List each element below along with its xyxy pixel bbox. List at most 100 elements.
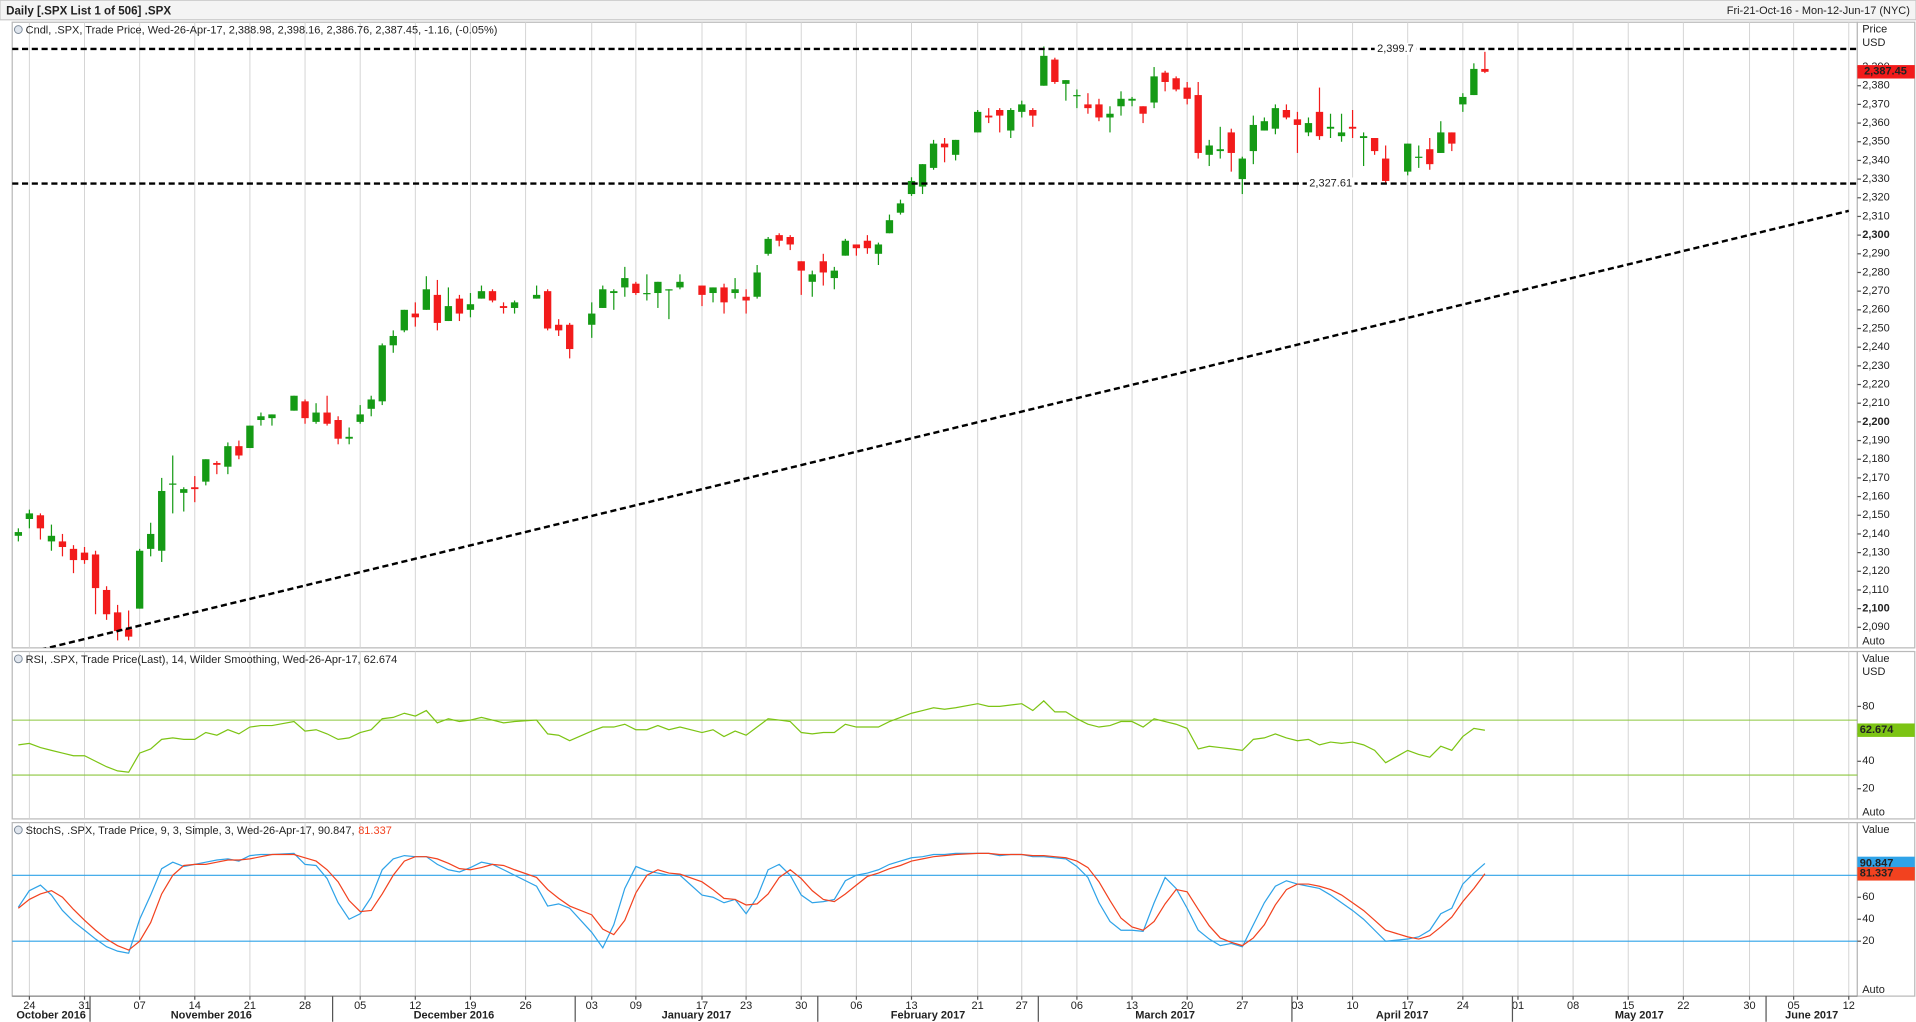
- candle-body: [36, 515, 45, 529]
- candle-body: [996, 109, 1004, 116]
- x-tick-label: 03: [586, 1000, 598, 1012]
- candle-body: [643, 293, 651, 295]
- y-tick-label: 2,340: [1862, 154, 1890, 166]
- candle-body: [676, 281, 684, 288]
- candle-body: [444, 306, 453, 322]
- x-tick-label: 31: [78, 1000, 90, 1012]
- x-tick-label: 17: [1402, 1000, 1414, 1012]
- axis-title: Value: [1862, 824, 1889, 836]
- candle-body: [985, 115, 993, 118]
- candle-body: [510, 302, 519, 308]
- x-tick-label: 07: [134, 1000, 146, 1012]
- y-tick-label: 2,090: [1862, 621, 1890, 633]
- y-tick-label: 2,200: [1862, 416, 1890, 428]
- candle-body: [356, 414, 364, 422]
- panel-title: Cndl, .SPX, Trade Price, Wed-26-Apr-17, …: [26, 25, 498, 37]
- candle-body: [25, 513, 34, 519]
- candle-body: [1326, 126, 1335, 129]
- candle-body: [929, 143, 938, 168]
- x-tick-label: 12: [409, 1000, 421, 1012]
- candle-body: [1437, 132, 1445, 153]
- month-label: October 2016: [16, 1010, 86, 1022]
- y-tick-label: 2,240: [1862, 341, 1890, 353]
- y-tick-label: 80: [1862, 700, 1874, 712]
- last-price-label: 2,387.45: [1864, 66, 1907, 78]
- candle-body: [180, 489, 188, 493]
- series-line: [18, 700, 1486, 773]
- panel-frame: [11, 650, 1858, 820]
- candle-body: [80, 552, 89, 561]
- candle-body: [290, 395, 298, 411]
- candle-body: [1018, 104, 1026, 112]
- header-title: Daily [.SPX List 1 of 506] .SPX: [6, 4, 171, 17]
- y-tick-label: 2,190: [1862, 434, 1890, 446]
- candle-body: [91, 554, 100, 589]
- candle-body: [14, 532, 23, 536]
- candle-body: [720, 287, 728, 303]
- y-tick-label: 40: [1862, 913, 1874, 925]
- x-tick-label: 26: [519, 1000, 531, 1012]
- candle-body: [1117, 98, 1125, 107]
- axis-title: Value: [1862, 653, 1889, 665]
- candle-body: [819, 261, 827, 273]
- panel-title: StochS, .SPX, Trade Price, 9, 3, Simple,…: [26, 825, 392, 837]
- candle-body: [1370, 138, 1379, 152]
- candle-body: [345, 436, 353, 439]
- x-tick-label: 19: [464, 1000, 476, 1012]
- month-label: May 2017: [1615, 1010, 1664, 1022]
- support-label-bg: [1306, 177, 1355, 190]
- y-tick-label: 2,260: [1862, 304, 1890, 316]
- candle-body: [532, 294, 541, 299]
- candle-body: [1051, 59, 1059, 82]
- candle-body: [422, 289, 431, 310]
- candle-body: [1481, 68, 1489, 72]
- candle-body: [69, 548, 78, 561]
- candle-body: [213, 462, 221, 465]
- x-tick-label: 05: [1788, 1000, 1800, 1012]
- support-label: 2,399.7: [1377, 43, 1414, 55]
- candle-body: [1337, 132, 1346, 137]
- candle-body: [764, 238, 772, 254]
- candles: [14, 46, 1489, 641]
- header-bar: [0, 0, 1916, 21]
- candle-body: [1095, 104, 1103, 118]
- candle-body: [312, 412, 320, 422]
- y-tick-label: 2,100: [1862, 603, 1890, 615]
- y-tick-label: 2,110: [1862, 584, 1889, 596]
- candle-body: [455, 298, 464, 314]
- candle-body: [918, 164, 927, 187]
- candle-body: [1381, 158, 1390, 181]
- axis-unit: USD: [1862, 666, 1885, 678]
- candle-body: [885, 220, 894, 234]
- x-tick-label: 14: [189, 1000, 201, 1012]
- y-tick-label: 2,370: [1862, 98, 1890, 110]
- candle-body: [400, 309, 408, 331]
- x-tick-label: 03: [1291, 1000, 1303, 1012]
- candle-body: [1238, 158, 1246, 180]
- month-label: June 2017: [1785, 1010, 1838, 1022]
- y-tick-label: 2,160: [1862, 490, 1890, 502]
- candle-body: [257, 416, 265, 421]
- panel-icon: [13, 654, 23, 664]
- y-tick-label: 2,230: [1862, 360, 1890, 372]
- x-tick-label: 21: [244, 1000, 256, 1012]
- candle-body: [169, 483, 177, 485]
- candle-body: [621, 278, 629, 288]
- x-tick-label: 30: [795, 1000, 807, 1012]
- candle-body: [191, 487, 199, 490]
- candle-body: [1029, 109, 1037, 116]
- y-tick-label: 2,250: [1862, 322, 1890, 334]
- candle-body: [808, 274, 816, 282]
- axis-mode: Auto: [1862, 807, 1885, 819]
- x-tick-label: 30: [1743, 1000, 1755, 1012]
- candle-body: [830, 270, 838, 279]
- candle-body: [1260, 121, 1269, 131]
- y-tick-label: 20: [1862, 783, 1874, 795]
- header-range: Fri-21-Oct-16 - Mon-12-Jun-17 (NYC): [1727, 5, 1910, 17]
- trend-line: [42, 209, 1850, 648]
- value-tag-label: 62.674: [1860, 724, 1894, 736]
- y-tick-label: 2,140: [1862, 528, 1890, 540]
- y-tick-label: 2,280: [1862, 266, 1890, 278]
- candle-body: [599, 289, 607, 308]
